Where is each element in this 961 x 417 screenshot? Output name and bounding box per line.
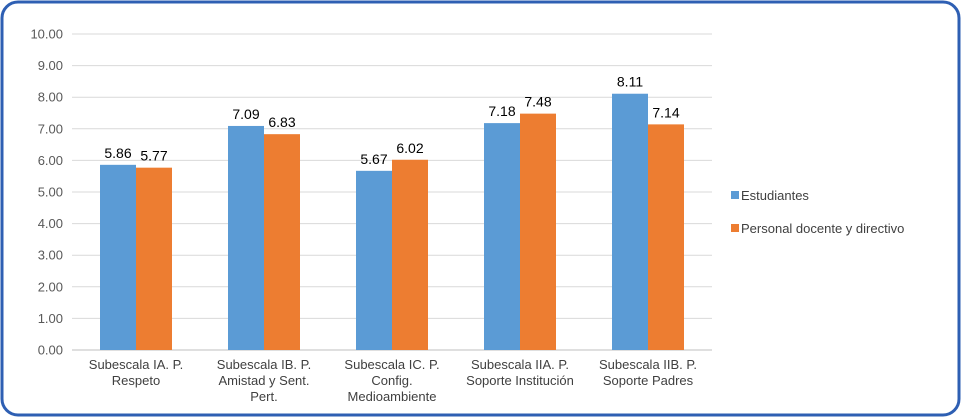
y-tick-label: 9.00 [38, 58, 63, 73]
bar-personal-1 [264, 134, 300, 350]
data-label: 7.09 [232, 106, 259, 122]
category-label: Subescala IIA. P. [471, 357, 569, 372]
bar-personal-4 [648, 124, 684, 350]
data-label: 5.77 [140, 148, 167, 164]
data-label: 5.67 [360, 151, 387, 167]
category-label: Subescala IB. P. [217, 357, 311, 372]
y-tick-label: 0.00 [38, 343, 63, 358]
data-label: 7.48 [524, 94, 551, 110]
y-tick-label: 1.00 [38, 311, 63, 326]
bar-personal-0 [136, 167, 172, 350]
y-tick-label: 6.00 [38, 153, 63, 168]
category-label: Subescala IIB. P. [599, 357, 697, 372]
category-label: Soporte Padres [603, 373, 694, 388]
legend-swatch [731, 224, 739, 232]
data-label: 6.02 [396, 140, 423, 156]
category-label: Config. [371, 373, 412, 388]
category-label: Respeto [112, 373, 160, 388]
category-label: Pert. [250, 389, 277, 404]
legend-label: Personal docente y directivo [741, 221, 904, 236]
legend-label: Estudiantes [741, 188, 809, 203]
y-tick-label: 8.00 [38, 90, 63, 105]
bar-estudiantes-4 [612, 93, 648, 350]
bar-estudiantes-3 [484, 123, 520, 350]
category-label: Subescala IC. P. [344, 357, 439, 372]
data-label: 7.18 [488, 103, 515, 119]
y-tick-label: 7.00 [38, 121, 63, 136]
y-tick-label: 10.00 [30, 27, 63, 42]
y-tick-label: 4.00 [38, 216, 63, 231]
data-label: 6.83 [268, 114, 295, 130]
data-label: 8.11 [617, 74, 643, 90]
category-label: Amistad y Sent. [218, 373, 309, 388]
category-label: Soporte Institución [466, 373, 574, 388]
bar-estudiantes-1 [228, 125, 264, 351]
data-label: 5.86 [104, 145, 131, 161]
legend-swatch [731, 191, 739, 199]
y-tick-label: 3.00 [38, 248, 63, 263]
category-label: Medioambiente [348, 389, 437, 404]
y-tick-label: 5.00 [38, 185, 63, 200]
bar-estudiantes-2 [356, 170, 392, 350]
y-tick-label: 2.00 [38, 279, 63, 294]
bar-personal-2 [392, 159, 428, 350]
data-label: 7.14 [652, 104, 679, 120]
category-label: Subescala IA. P. [89, 357, 183, 372]
bar-estudiantes-0 [100, 164, 136, 350]
bar-personal-3 [520, 113, 556, 350]
